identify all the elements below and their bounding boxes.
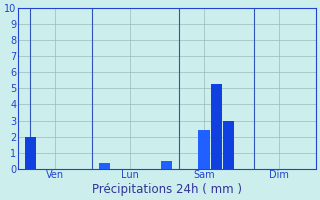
Bar — [25, 137, 36, 169]
Bar — [161, 161, 172, 169]
Bar — [211, 84, 222, 169]
Bar — [198, 130, 210, 169]
X-axis label: Précipitations 24h ( mm ): Précipitations 24h ( mm ) — [92, 183, 242, 196]
Bar — [223, 121, 235, 169]
Bar — [99, 163, 110, 169]
